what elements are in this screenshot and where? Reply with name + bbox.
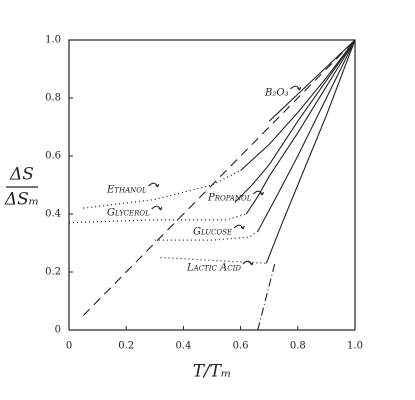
series-line [257,263,276,331]
label-arrow [252,190,264,196]
series-line [154,230,259,241]
series-label: Lactic Acid [186,263,241,274]
y-tick-label: 0 [55,325,61,336]
series-line [82,39,356,316]
x-tick-label: 0.6 [233,341,249,352]
x-tick-label: 0 [66,341,72,352]
series-label: Ethanol [106,185,147,196]
series-line [257,39,356,232]
label-arrow [233,224,245,230]
x-tick-label: 0.2 [118,341,134,352]
x-label: T/Tₘ [193,362,232,382]
x-tick-label: 0.4 [175,341,191,352]
series-line [265,39,356,264]
x-tick-label: 1.0 [347,341,363,352]
x-tick-label: 0.8 [290,341,306,352]
y-tick-label: 1.0 [45,35,61,46]
y-label-denominator: ΔSₘ [4,190,39,210]
y-tick-label: 0.2 [45,267,61,278]
series-label: Glucose [193,227,232,238]
series-line [234,39,356,203]
y-label-numerator: ΔS [9,165,34,185]
series-line [240,39,356,171]
series-line [83,169,241,209]
label-arrow [290,85,302,91]
y-tick-label: 0.8 [45,93,61,104]
y-tick-label: 0.6 [45,151,61,162]
label-arrow [151,205,163,211]
y-tick-label: 0.4 [45,209,61,220]
series-line [245,39,356,215]
series-label: B₂O₃ [264,88,289,99]
series-label: Propanol [207,193,252,204]
series-line [268,39,356,122]
series-label: Glycerol [107,208,150,219]
label-arrow [148,182,160,188]
plot-frame [68,39,356,331]
series-line [68,213,247,224]
